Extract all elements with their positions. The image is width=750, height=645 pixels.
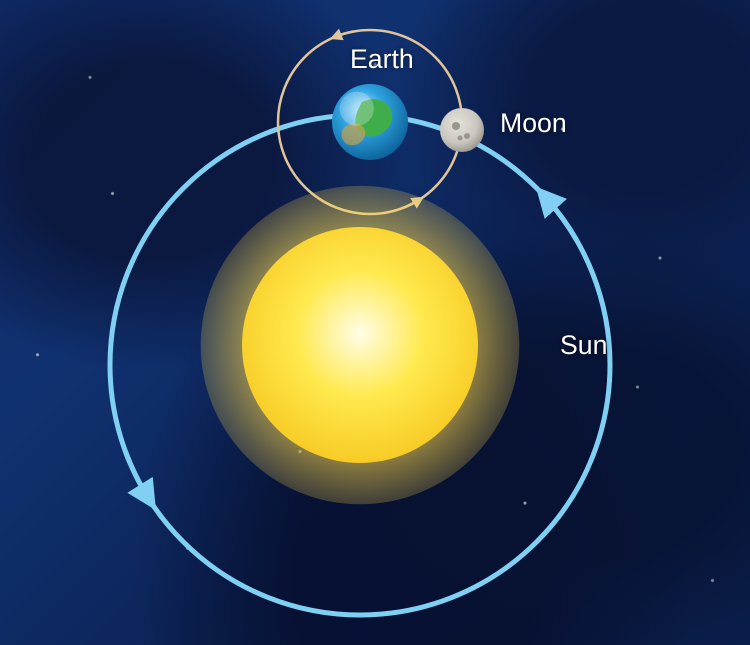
sun-label: Sun (560, 330, 607, 361)
sun-body (242, 227, 478, 463)
moon-label: Moon (500, 108, 567, 139)
earth-label: Earth (350, 44, 414, 75)
earth-body (332, 84, 408, 160)
diagram-stage: Earth Moon Sun (0, 0, 750, 645)
moon-body (440, 108, 484, 152)
diagram-svg (0, 0, 750, 645)
